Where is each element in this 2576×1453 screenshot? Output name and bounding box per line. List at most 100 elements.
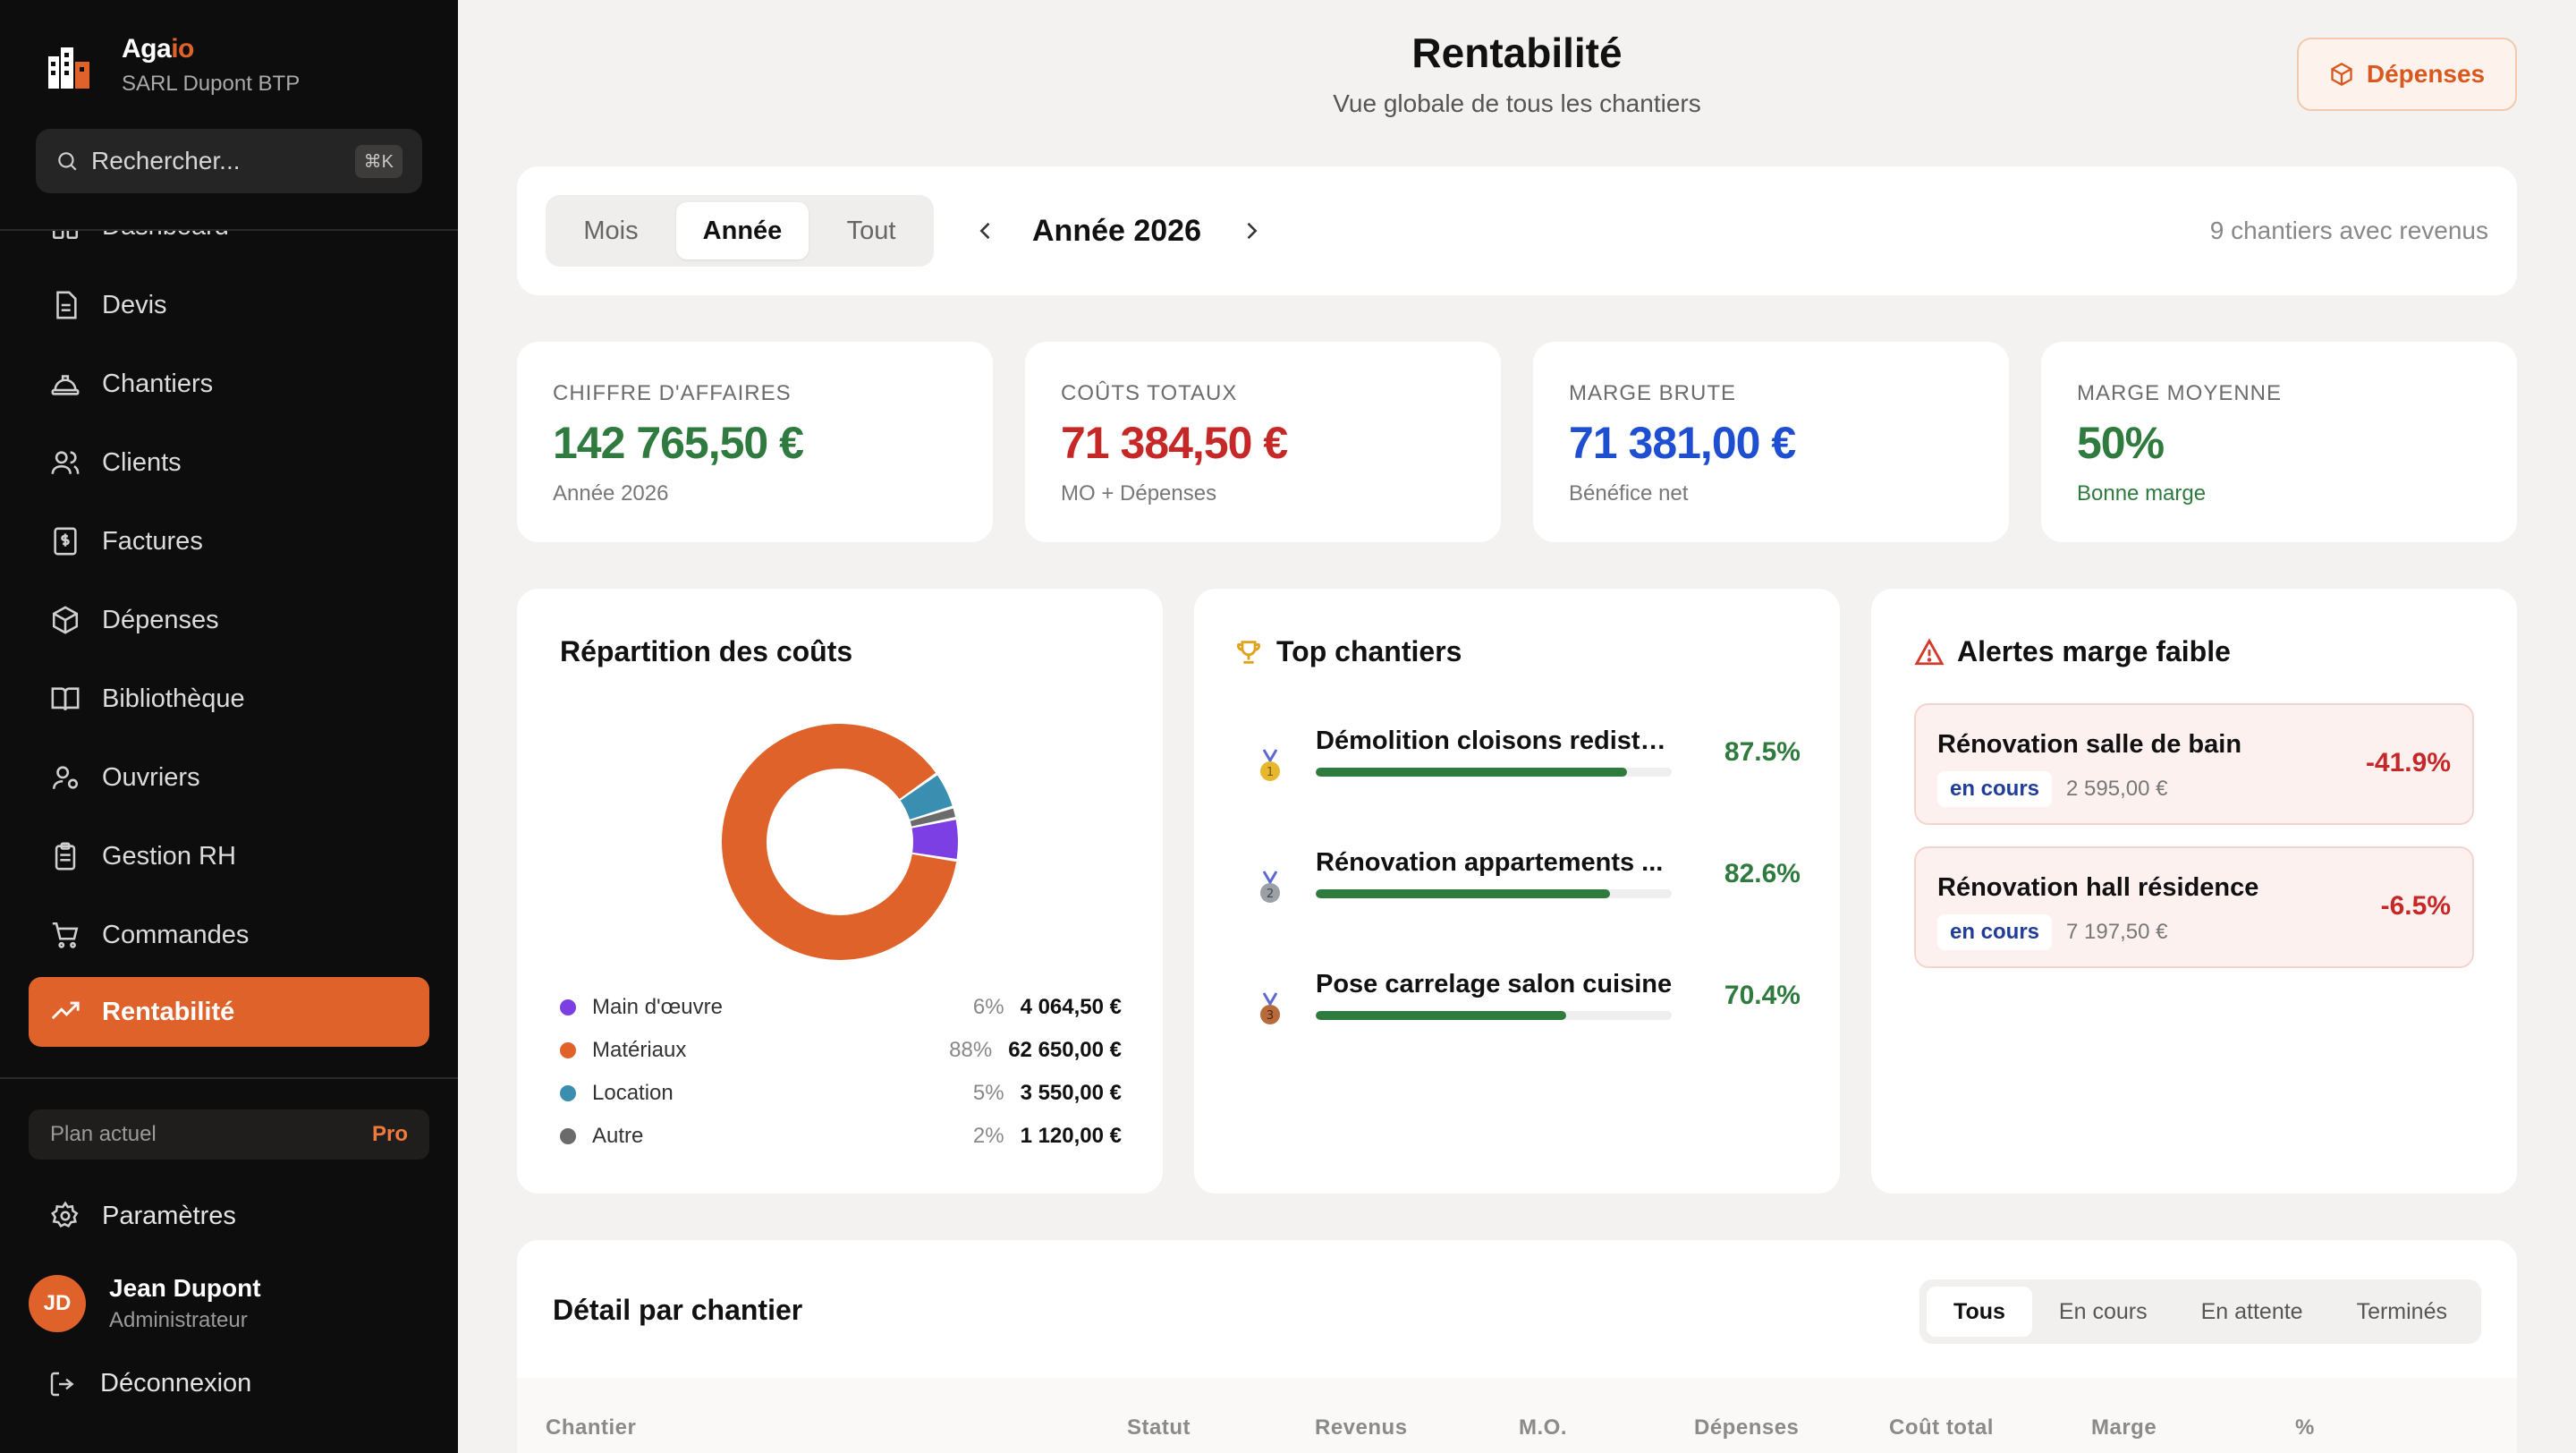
mode-mois-button[interactable]: Mois (583, 216, 639, 245)
page-subtitle: Vue globale de tous les chantiers (1333, 89, 1701, 117)
tab-tous[interactable]: Tous (1927, 1287, 2032, 1337)
worker-icon (52, 766, 79, 789)
tab-en-attente[interactable]: En attente (2200, 1298, 2303, 1324)
alert-item[interactable]: Rénovation hall résidence en cours 7 197… (1914, 846, 2474, 968)
status-filter-tabs: Tous En cours En attente Terminés (1919, 1279, 2481, 1344)
legend-dot (560, 999, 576, 1015)
column-header-cout-total[interactable]: Coût total (1889, 1415, 1994, 1440)
warning-icon (1914, 637, 1945, 665)
users-icon (51, 451, 80, 474)
cost-breakdown-panel: Répartition des coûts Main d'œuvre 6% 4 … (517, 589, 1163, 1194)
chantiers-count: 9 chantiers avec revenus (2209, 217, 2488, 244)
kpi-value: 50% (2077, 418, 2165, 468)
panel-title: Alertes marge faible (1914, 635, 2231, 668)
logout-icon (50, 1372, 74, 1396)
progress-fill (1316, 889, 1610, 898)
user-role: Administrateur (109, 1308, 248, 1332)
column-header-depenses[interactable]: Dépenses (1694, 1415, 1800, 1440)
kpi-marge-moyenne: Marge moyenne 50% Bonne marge (2041, 342, 2517, 542)
top-chantier-name: Pose carrelage salon cuisine (1316, 970, 1673, 998)
donut-slice-3[interactable] (910, 808, 956, 827)
plan-label: Plan actuel (50, 1122, 157, 1146)
tab-en-cours[interactable]: En cours (2058, 1298, 2148, 1324)
user-name: Jean Dupont (109, 1274, 261, 1302)
bronze-medal-icon: 3 (1260, 992, 1280, 1024)
status-badge: en cours (1937, 771, 2053, 807)
sidebar-item-depenses[interactable]: Dépenses (29, 585, 429, 655)
package-icon (2331, 62, 2352, 87)
silver-medal-icon: 2 (1260, 871, 1280, 903)
svg-text:2: 2 (1267, 888, 1274, 901)
brand-logo-icon (48, 47, 89, 89)
mode-annee-button[interactable]: Année (676, 202, 809, 259)
progress-fill (1316, 768, 1628, 777)
svg-text:1: 1 (1267, 766, 1274, 779)
kpi-label: Marge brute (1569, 381, 1737, 405)
legend-item: Location 5% 3 550,00 € (560, 1075, 1122, 1111)
page-title: Rentabilité (1411, 30, 1623, 76)
kpi-sub: Bonne marge (2077, 481, 2207, 506)
alert-margin-pct: -6.5% (2380, 891, 2451, 921)
margin-progress-bar (1316, 1011, 1672, 1020)
plan-indicator[interactable]: Plan actuel Pro (29, 1109, 429, 1160)
top-chantier-pct: 70.4% (1724, 981, 1801, 1010)
chevron-right-icon[interactable] (1239, 218, 1264, 243)
search-placeholder: Rechercher... (91, 147, 241, 174)
alert-amount: 7 197,50 € (2066, 920, 2168, 944)
donut-slice-2[interactable] (900, 775, 953, 820)
column-header-pct[interactable]: % (2295, 1415, 2315, 1440)
kpi-sub: MO + Dépenses (1061, 481, 1217, 506)
chevron-left-icon[interactable] (973, 218, 998, 243)
sidebar-item-gestion-rh[interactable]: Gestion RH (29, 821, 429, 891)
period-mode-toggle: Mois Année Tout (546, 195, 934, 267)
kpi-chiffre-affaires: Chiffre d'affaires 142 765,50 € Année 20… (517, 342, 993, 542)
plan-tier-badge: Pro (371, 1122, 408, 1146)
kpi-label: Marge moyenne (2077, 381, 2283, 405)
donut-slice-0[interactable] (911, 820, 958, 859)
sidebar-item-rentabilite[interactable]: Rentabilité (29, 977, 429, 1047)
kpi-value: 142 765,50 € (553, 418, 804, 468)
column-header-marge[interactable]: Marge (2091, 1415, 2157, 1440)
settings-link[interactable]: Paramètres (29, 1183, 429, 1249)
sidebar-item-bibliotheque[interactable]: Bibliothèque (29, 664, 429, 734)
depenses-button[interactable]: Dépenses (2297, 38, 2517, 111)
logout-button[interactable]: Déconnexion (48, 1369, 251, 1398)
brand-name: Agaio (122, 34, 194, 64)
sidebar-item-ouvriers[interactable]: Ouvriers (29, 743, 429, 812)
top-chantier-pct: 87.5% (1724, 737, 1801, 767)
top-chantier-row[interactable]: 3 Pose carrelage salon cuisine 70.4% (1237, 970, 1801, 1050)
column-header-statut[interactable]: Statut (1127, 1415, 1191, 1440)
column-header-revenus[interactable]: Revenus (1315, 1415, 1408, 1440)
sidebar-item-chantiers[interactable]: Chantiers (29, 349, 429, 419)
user-profile[interactable]: JD Jean Dupont Administrateur (29, 1274, 261, 1333)
low-margin-alerts-panel: Alertes marge faible Rénovation salle de… (1871, 589, 2517, 1194)
column-header-chantier[interactable]: Chantier (546, 1415, 637, 1440)
cost-donut-chart (722, 724, 958, 960)
search-bar[interactable]: Rechercher... ⌘K (36, 129, 422, 193)
legend-item: Matériaux 88% 62 650,00 € (560, 1032, 1122, 1068)
mode-tout-button[interactable]: Tout (846, 216, 896, 245)
top-chantier-row[interactable]: 1 Démolition cloisons redistri... 87.5% (1237, 726, 1801, 807)
svg-text:3: 3 (1267, 1009, 1274, 1023)
tab-termines[interactable]: Terminés (2356, 1298, 2447, 1324)
detail-par-chantier-section: Détail par chantier Tous En cours En att… (517, 1240, 2517, 1453)
package-icon (52, 606, 79, 634)
top-chantier-pct: 82.6% (1724, 859, 1801, 888)
sidebar-item-factures[interactable]: Factures (29, 506, 429, 576)
avatar: JD (29, 1275, 86, 1332)
sidebar-item-commandes[interactable]: Commandes (29, 900, 429, 970)
top-chantier-name: Rénovation appartements ... (1316, 848, 1664, 877)
hard-hat-icon (51, 375, 80, 395)
search-icon (58, 152, 77, 171)
kpi-sub: Année 2026 (553, 481, 669, 506)
column-header-mo[interactable]: M.O. (1519, 1415, 1567, 1440)
sidebar-item-devis[interactable]: Devis (29, 270, 429, 340)
alert-item[interactable]: Rénovation salle de bain en cours 2 595,… (1914, 703, 2474, 825)
brand[interactable]: Agaio SARL Dupont BTP (47, 34, 300, 97)
donut-slice-1[interactable] (722, 724, 957, 960)
top-chantier-row[interactable]: 2 Rénovation appartements ... 82.6% (1237, 848, 1801, 929)
sidebar-item-clients[interactable]: Clients (29, 428, 429, 497)
sidebar-item-dashboard[interactable]: Dashboard (29, 231, 429, 261)
legend-dot (560, 1085, 576, 1101)
kpi-marge-brute: Marge brute 71 381,00 € Bénéfice net (1533, 342, 2009, 542)
